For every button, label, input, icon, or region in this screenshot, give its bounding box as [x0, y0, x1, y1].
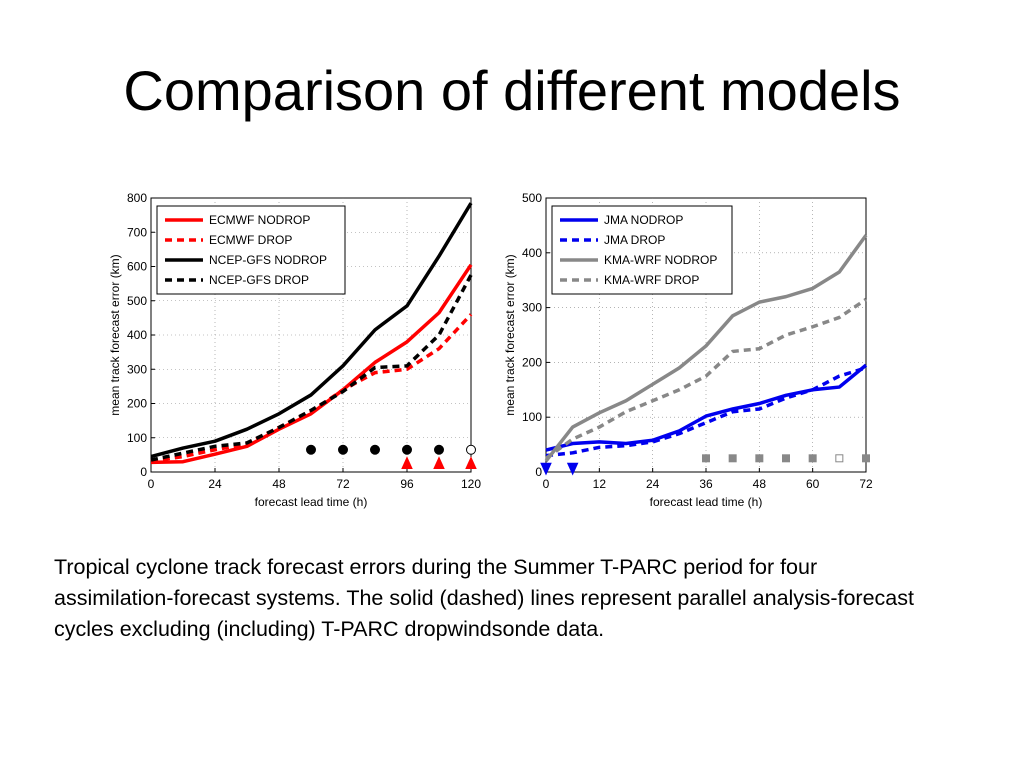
x-tick-label: 48 — [272, 477, 286, 491]
legend-label: JMA DROP — [604, 233, 665, 247]
y-axis-label: mean track forecast error (km) — [108, 254, 122, 415]
slide-title: Comparison of different models — [123, 59, 901, 122]
y-tick-label: 400 — [127, 328, 147, 342]
y-tick-label: 0 — [535, 465, 542, 479]
circle-marker — [466, 444, 476, 455]
square-marker — [755, 454, 764, 463]
circle-marker — [370, 444, 380, 455]
x-tick-label: 120 — [461, 477, 481, 491]
y-tick-label: 800 — [127, 191, 147, 205]
chart-right: 0 12 24 36 48 60 72 0 100 200 300 400 500 forecast le… — [503, 191, 873, 509]
y-tick-label: 100 — [127, 431, 147, 445]
y-tick-label: 0 — [140, 465, 147, 479]
x-tick-label: 24 — [646, 477, 660, 491]
y-tick-label: 400 — [522, 246, 542, 260]
series-line-jma-drop — [545, 366, 867, 458]
legend-label: ECMWF DROP — [209, 233, 292, 247]
square-marker — [702, 454, 710, 463]
x-axis-label: forecast lead time (h) — [650, 495, 763, 509]
x-tick-label: 0 — [543, 477, 550, 491]
y-tick-label: 300 — [522, 301, 542, 315]
x-tick-label: 72 — [859, 477, 873, 491]
triangle-up-marker — [465, 456, 477, 469]
y-tick-label: 100 — [522, 410, 542, 424]
square-marker — [782, 454, 790, 463]
y-tick-label: 600 — [127, 260, 147, 274]
square-marker — [862, 454, 870, 463]
slide-caption: Tropical cyclone track forecast errors d… — [54, 555, 914, 641]
x-axis-label: forecast lead time (h) — [255, 495, 368, 509]
x-tick-label: 12 — [593, 477, 607, 491]
series-line-ncep-gfs-nodrop — [150, 202, 473, 459]
legend-label: NCEP-GFS NODROP — [209, 253, 327, 267]
legend-label: KMA-WRF DROP — [604, 273, 699, 287]
square-marker — [808, 454, 817, 463]
y-tick-label: 200 — [522, 355, 542, 369]
x-tick-label: 96 — [400, 477, 414, 491]
circle-marker — [306, 444, 316, 455]
square-marker — [835, 454, 844, 463]
circle-marker — [434, 444, 444, 455]
x-tick-label: 48 — [753, 477, 767, 491]
y-tick-label: 200 — [127, 397, 147, 411]
x-tick-label: 60 — [806, 477, 820, 491]
legend-label: KMA-WRF NODROP — [604, 253, 717, 267]
y-tick-label: 300 — [127, 362, 147, 376]
series-line-ncep-gfs-drop — [150, 274, 473, 462]
x-tick-label: 72 — [336, 477, 350, 491]
x-tick-label: 36 — [699, 477, 713, 491]
y-tick-label: 500 — [127, 294, 147, 308]
circle-marker — [338, 444, 348, 455]
chart-left: 0 24 48 72 96 120 0 100 200 300 400 500 600 700 800 for… — [108, 191, 481, 509]
x-tick-label: 24 — [208, 477, 222, 491]
triangle-up-marker — [401, 456, 413, 469]
square-marker — [728, 454, 737, 463]
triangle-down-marker — [566, 462, 579, 476]
circle-marker — [402, 444, 412, 455]
y-tick-label: 500 — [522, 191, 542, 205]
y-axis-label: mean track forecast error (km) — [503, 254, 517, 415]
series-line-kma-wrf-drop — [544, 297, 867, 460]
series-line-kma-wrf-nodrop — [544, 234, 868, 463]
legend-label: JMA NODROP — [604, 213, 683, 227]
triangle-up-marker — [433, 456, 445, 469]
y-tick-label: 700 — [127, 225, 147, 239]
x-tick-label: 0 — [148, 477, 155, 491]
legend-label: NCEP-GFS DROP — [209, 273, 309, 287]
triangle-down-marker — [540, 462, 552, 476]
legend-label: ECMWF NODROP — [209, 213, 310, 227]
